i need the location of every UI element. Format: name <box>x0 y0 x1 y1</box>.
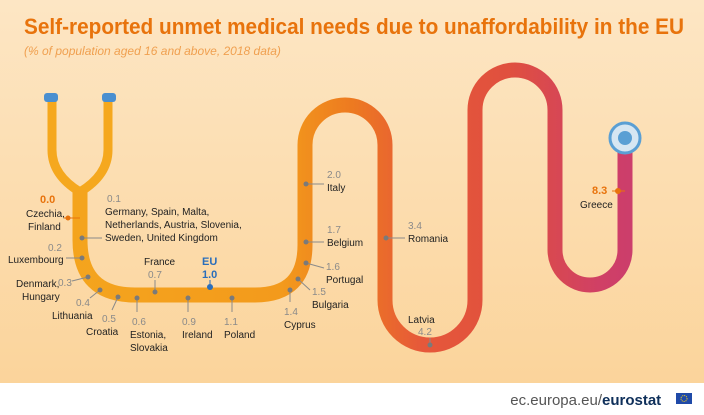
value: 8.3 <box>592 185 607 197</box>
country: Poland <box>224 330 255 341</box>
footer-url: ec.europa.eu/ <box>510 392 603 409</box>
value: 0.0 <box>40 194 55 206</box>
value: 0.1 <box>107 194 121 205</box>
country: Slovakia <box>130 343 168 354</box>
country: Estonia, <box>130 330 166 341</box>
country: Finland <box>28 222 61 233</box>
country: Belgium <box>327 238 363 249</box>
value: 1.6 <box>326 262 340 273</box>
value: 3.4 <box>408 221 422 232</box>
connectors <box>64 181 625 348</box>
country: Hungary <box>22 292 60 303</box>
country: EU <box>202 256 217 268</box>
value: 1.0 <box>202 269 217 281</box>
country: Cyprus <box>284 320 316 331</box>
country: Denmark, <box>16 279 59 290</box>
value: 4.2 <box>418 327 432 338</box>
country: Bulgaria <box>312 300 349 311</box>
eu-stars <box>680 395 688 402</box>
value: 0.6 <box>132 317 146 328</box>
country: Ireland <box>182 330 213 341</box>
value: 1.5 <box>312 287 326 298</box>
country: Czechia, <box>26 209 65 220</box>
country: Lithuania <box>52 311 93 322</box>
value: 1.4 <box>284 307 298 318</box>
background <box>0 0 704 383</box>
country: Greece <box>580 200 613 211</box>
country: Latvia <box>408 315 435 326</box>
country: Luxembourg <box>8 255 64 266</box>
eu-flag <box>676 393 692 404</box>
value: 1.1 <box>224 317 238 328</box>
labels: 0.0 Czechia, Finland 0.1 Germany, Spain,… <box>8 170 613 354</box>
value: 0.4 <box>76 298 90 309</box>
country: Netherlands, Austria, Slovenia, <box>105 220 242 231</box>
value: 1.7 <box>327 225 341 236</box>
value: 0.9 <box>182 317 196 328</box>
footer: ec.europa.eu/ eurostat <box>510 392 692 409</box>
country: Germany, Spain, Malta, <box>105 207 209 218</box>
value: 2.0 <box>327 170 341 181</box>
value: 0.5 <box>102 314 116 325</box>
title: Self-reported unmet medical needs due to… <box>24 14 684 39</box>
value: 0.2 <box>48 243 62 254</box>
subtitle: (% of population aged 16 and above, 2018… <box>24 44 281 58</box>
value: 0.7 <box>148 270 162 281</box>
country: France <box>144 257 176 268</box>
country: Croatia <box>86 327 119 338</box>
value: 0.3 <box>58 278 72 289</box>
country: Romania <box>408 234 448 245</box>
country: Italy <box>327 183 345 194</box>
footer-bar <box>0 383 704 415</box>
country: Sweden, United Kingdom <box>105 233 218 244</box>
footer-brand: eurostat <box>602 392 661 409</box>
country: Portugal <box>326 275 363 286</box>
